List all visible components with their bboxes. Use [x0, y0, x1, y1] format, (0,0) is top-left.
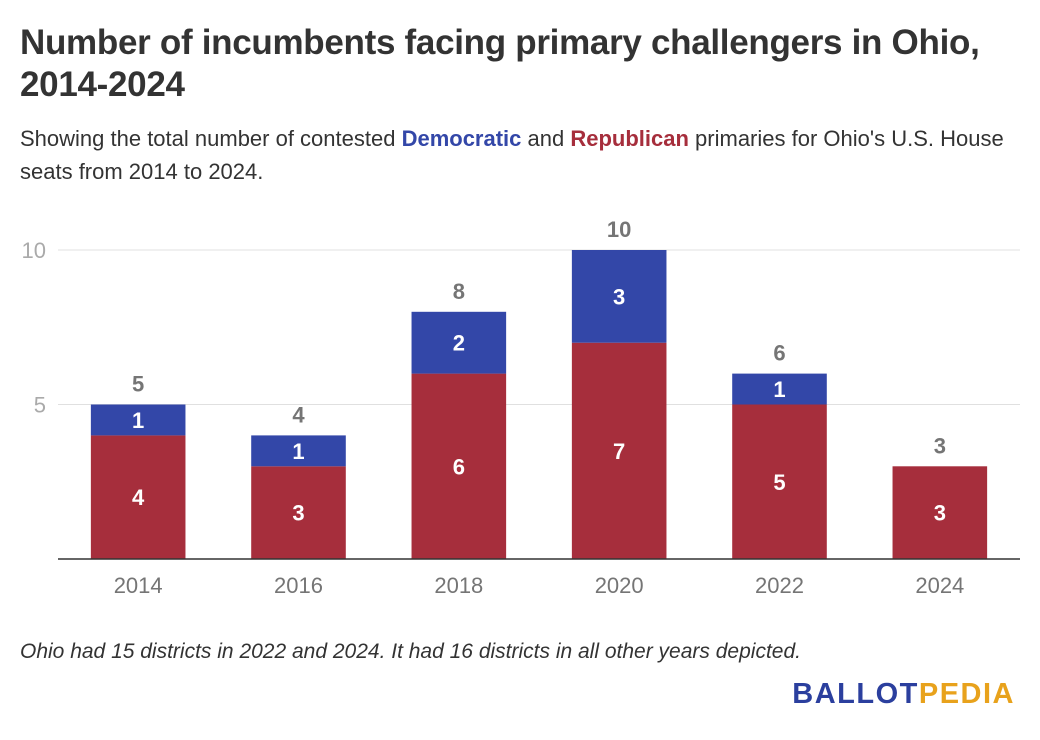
x-tick-label: 2016: [274, 573, 323, 598]
chart-subtitle: Showing the total number of contested De…: [20, 122, 1020, 188]
data-label-democratic: 1: [773, 377, 785, 402]
data-label-democratic: 3: [613, 284, 625, 309]
total-label: 3: [934, 433, 946, 458]
subtitle-text-1: Showing the total number of contested: [20, 126, 402, 151]
bar-republican: [892, 466, 988, 559]
ballotpedia-logo: BALLOTPEDIA: [792, 678, 1015, 711]
stacked-bar-chart: 5 10 4 1 5 2014 3 1 4 2016 6 2 8 2018 7 3 10 2020 5 1 6 2022 3…: [22, 217, 1020, 598]
total-label: 5: [132, 372, 144, 397]
x-tick-label: 2020: [595, 573, 644, 598]
subtitle-democratic: Democratic: [401, 126, 522, 151]
x-tick-label: 2024: [915, 573, 964, 598]
subtitle-text-3: primaries for Ohio's U.S. House seats fr…: [20, 126, 1004, 184]
data-label-republican: 6: [453, 454, 465, 479]
data-label-democratic: 2: [453, 331, 465, 356]
subtitle-republican: Republican: [570, 126, 689, 151]
data-label-democratic: 1: [132, 408, 144, 433]
x-tick-label: 2018: [434, 573, 483, 598]
bar-democratic: [251, 435, 346, 467]
x-tick-label: 2022: [755, 573, 804, 598]
y-tick-label: 5: [34, 393, 46, 418]
data-label-republican: 7: [613, 439, 625, 464]
logo-part-ballot: BALLOT: [792, 678, 919, 710]
total-label: 8: [453, 279, 465, 304]
bar-republican: [90, 435, 186, 559]
total-label: 4: [292, 402, 305, 427]
bar-republican: [251, 466, 346, 559]
bar-democratic: [90, 404, 186, 436]
logo-part-pedia: PEDIA: [918, 678, 1015, 710]
y-tick-label: 10: [22, 238, 46, 263]
data-label-democratic: 1: [292, 439, 304, 464]
bar-republican: [571, 342, 667, 559]
bar-democratic: [732, 373, 827, 405]
total-label: 6: [773, 341, 785, 366]
data-label-republican: 3: [934, 501, 946, 526]
bar-democratic: [411, 311, 507, 374]
subtitle-text-2: and: [521, 126, 571, 151]
data-label-republican: 4: [132, 485, 145, 510]
bar-republican: [411, 373, 507, 559]
total-label: 10: [607, 217, 631, 242]
x-tick-label: 2014: [114, 573, 163, 598]
data-label-republican: 5: [773, 470, 785, 495]
chart-title: Number of incumbents facing primary chal…: [20, 23, 980, 104]
data-label-republican: 3: [292, 501, 304, 526]
bar-republican: [732, 404, 827, 559]
chart-footnote: Ohio had 15 districts in 2022 and 2024. …: [20, 640, 801, 663]
bar-democratic: [571, 250, 667, 343]
